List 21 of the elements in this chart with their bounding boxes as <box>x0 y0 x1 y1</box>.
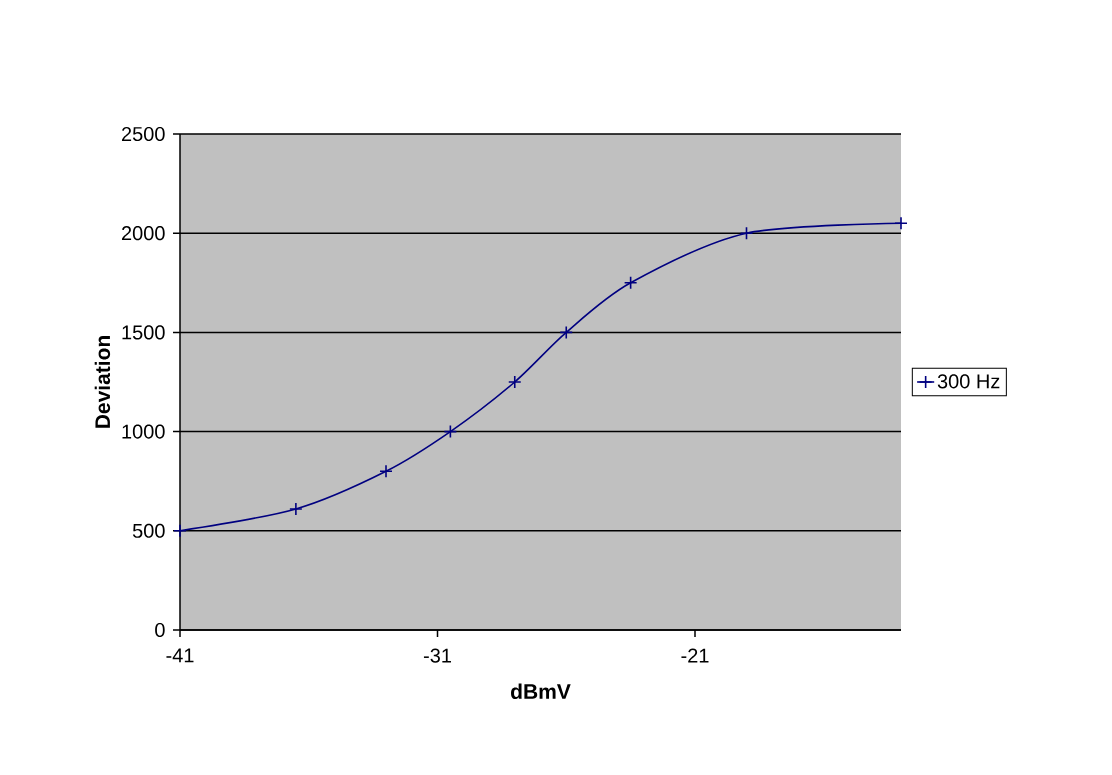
legend-label: 300 Hz <box>937 374 1000 389</box>
y-tick-label: 1000 <box>122 424 165 439</box>
x-tick-label: -21 <box>681 648 709 663</box>
y-tick-label: 1500 <box>122 325 165 340</box>
y-tick-label: 0 <box>155 622 165 638</box>
y-axis-title: Deviation <box>94 336 111 428</box>
y-tick-label: 2000 <box>121 226 165 241</box>
y-tick-label: 500 <box>132 523 165 538</box>
point <box>443 424 458 439</box>
x-axis-title: dBmV <box>511 683 571 699</box>
point <box>379 464 393 479</box>
point <box>173 523 187 538</box>
y-tick-label: 2500 <box>121 126 165 142</box>
point <box>507 375 522 389</box>
point <box>739 226 754 240</box>
x-tick-label: -41 <box>166 648 194 663</box>
point <box>559 325 574 340</box>
point <box>894 216 908 231</box>
x-tick-label: -31 <box>423 648 451 663</box>
point <box>623 276 638 290</box>
point <box>289 502 303 516</box>
